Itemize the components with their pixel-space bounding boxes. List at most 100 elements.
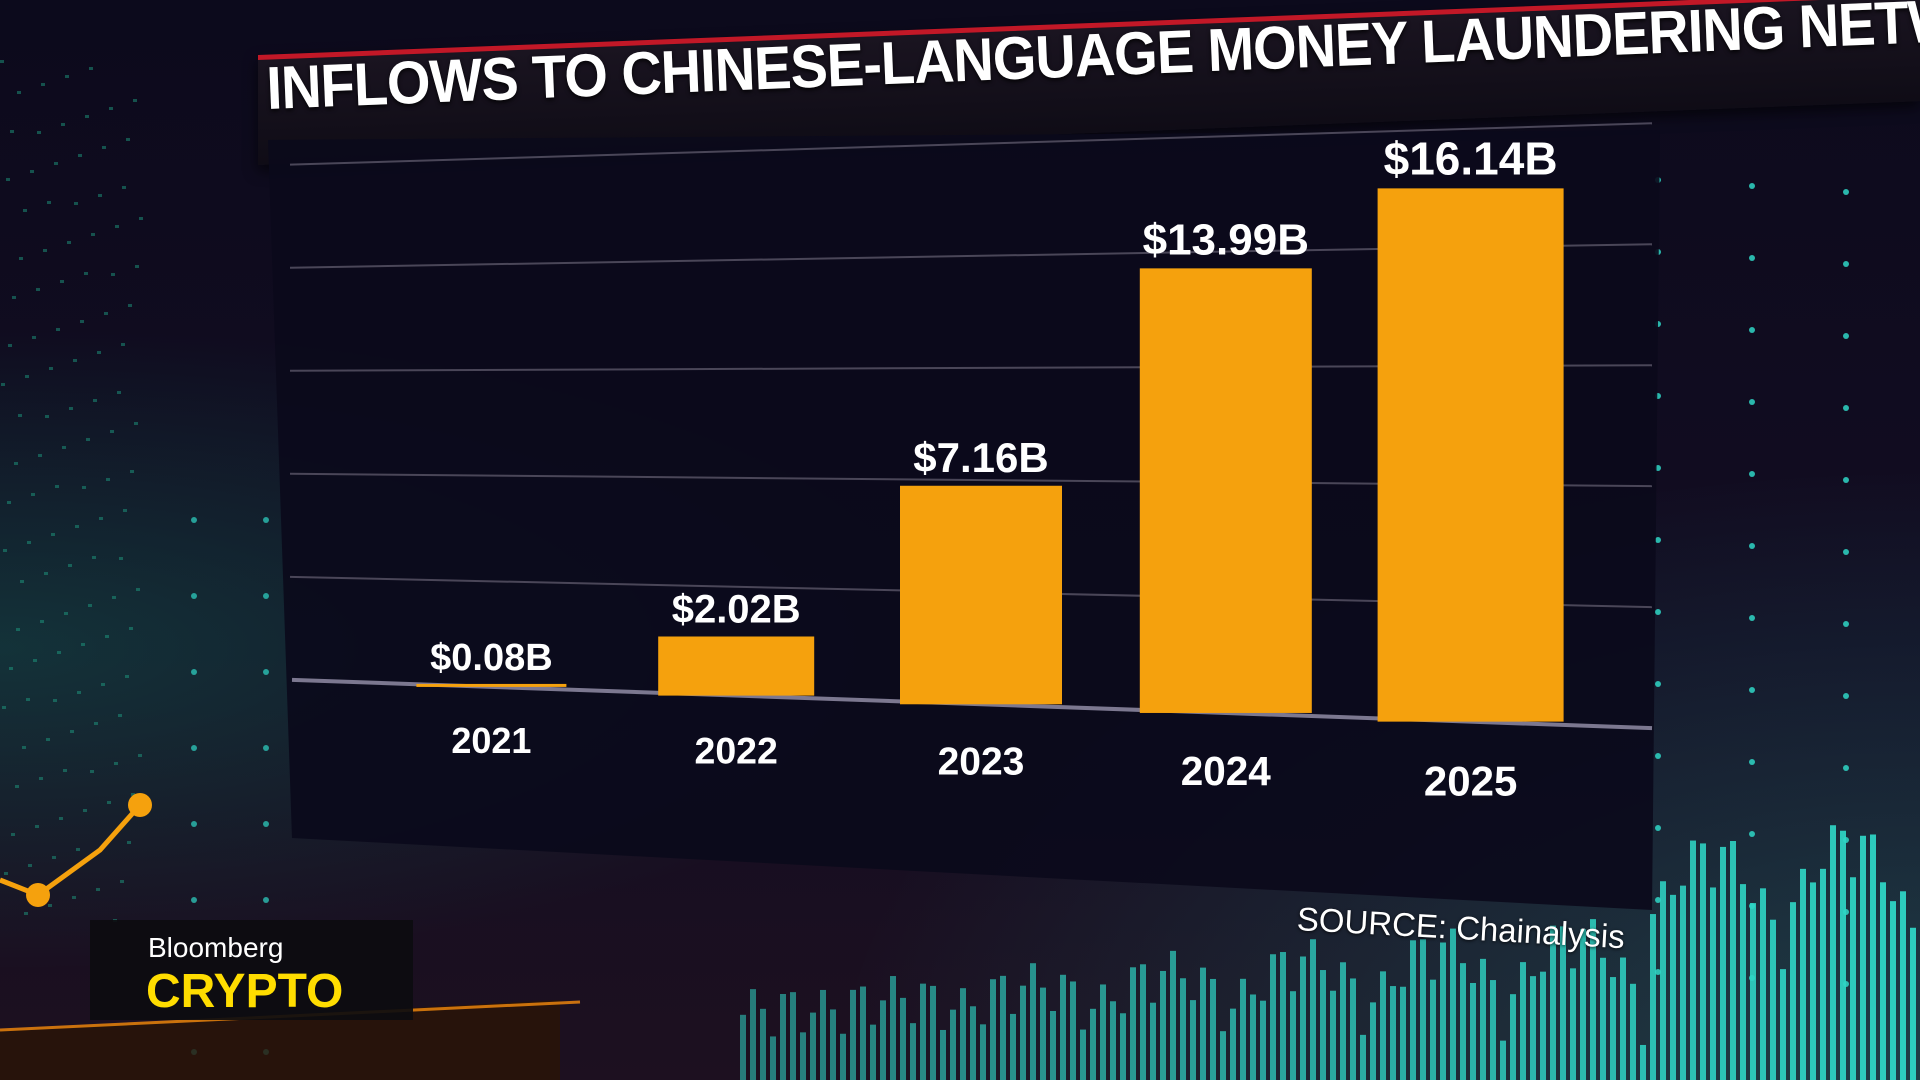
decor-dot: [191, 745, 197, 751]
decor-pixel: [35, 825, 39, 828]
bar-value-label-2024: $13.99B: [1143, 215, 1309, 264]
floor-glow: [0, 1000, 560, 1080]
bar-2025: [1377, 188, 1564, 722]
decor-pixel: [11, 833, 15, 836]
wave-bar: [1700, 843, 1706, 1080]
decor-pixel: [89, 67, 93, 70]
wave-bar: [1890, 901, 1896, 1080]
decor-pixel: [26, 698, 30, 701]
wave-bar: [1500, 1040, 1506, 1080]
decor-pixel: [9, 667, 13, 670]
wave-bar: [1910, 927, 1916, 1080]
wave-bar: [1230, 1008, 1236, 1080]
wave-bar: [980, 1024, 986, 1080]
decor-pixel: [96, 888, 100, 891]
wave-bar: [840, 1033, 846, 1080]
wave-bar: [1120, 1013, 1126, 1080]
decor-pixel: [86, 438, 90, 441]
wave-bar: [1580, 929, 1586, 1080]
decor-pixel: [8, 344, 12, 347]
decor-dot: [191, 821, 197, 827]
wave-bar: [1240, 978, 1246, 1080]
decor-dot: [1655, 825, 1661, 831]
decor-pixel: [19, 257, 23, 260]
wave-bar: [1460, 963, 1466, 1080]
wave-bar: [930, 985, 936, 1080]
decor-pixel: [69, 407, 73, 410]
wave-bar: [1370, 1002, 1376, 1080]
decor-pixel: [65, 75, 69, 78]
wave-bar: [820, 989, 826, 1080]
wave-bar: [1160, 970, 1166, 1080]
decor-pixel: [80, 320, 84, 323]
decor-pixel: [91, 233, 95, 236]
wave-bar: [1210, 978, 1216, 1080]
decor-dot: [1749, 615, 1755, 621]
wave-bar: [1660, 881, 1666, 1080]
decor-pixel: [104, 312, 108, 315]
decor-pixel: [120, 880, 124, 883]
decor-dot: [263, 821, 269, 827]
decor-pixel: [134, 422, 138, 425]
decor-pixel: [10, 130, 14, 133]
wave-bar: [1430, 979, 1436, 1080]
decor-pixel: [85, 115, 89, 118]
wave-bar: [860, 986, 866, 1080]
decor-pixel: [48, 904, 52, 907]
decor-pixel: [133, 99, 137, 102]
decor-dot: [191, 897, 197, 903]
wave-bar: [1390, 986, 1396, 1080]
decor-pixel: [121, 343, 125, 346]
decor-dot: [1749, 759, 1755, 765]
bar-2022: [658, 636, 815, 696]
decor-pixel: [138, 754, 142, 757]
wave-bar: [1090, 1008, 1096, 1080]
wave-bar: [1590, 919, 1596, 1080]
wave-bar: [960, 988, 966, 1080]
decor-pixel: [72, 896, 76, 899]
decor-pixel: [30, 170, 34, 173]
gridline: [289, 122, 1653, 166]
wave-bar: [1730, 841, 1736, 1080]
wave-bar: [990, 979, 996, 1080]
decor-pixel: [83, 809, 87, 812]
decor-pixel: [88, 604, 92, 607]
wave-bar: [920, 983, 926, 1080]
decor-pixel: [70, 730, 74, 733]
category-label-2021: 2021: [451, 720, 531, 761]
decor-trend-line: [0, 803, 142, 898]
decor-pixel: [28, 864, 32, 867]
decor-pixel: [135, 265, 139, 268]
decor-pixel: [109, 107, 113, 110]
wave-bar: [1260, 1000, 1266, 1080]
decor-pixel: [59, 817, 63, 820]
decor-pixel: [129, 627, 133, 630]
wave-bar: [1100, 984, 1106, 1080]
wave-bar: [1140, 964, 1146, 1080]
wave-bar: [910, 1023, 916, 1080]
decor-pixel: [111, 273, 115, 276]
wave-bar: [1670, 894, 1676, 1080]
wave-bar: [1330, 990, 1336, 1080]
decor-pixel: [45, 415, 49, 418]
decor-pixel: [75, 525, 79, 528]
decor-pixel: [101, 683, 105, 686]
category-label-2023: 2023: [938, 740, 1025, 783]
decor-dot: [1749, 327, 1755, 333]
decor-pixel: [64, 612, 68, 615]
wave-bar: [1070, 981, 1076, 1080]
decor-pixel: [7, 501, 11, 504]
decor-dot: [1749, 255, 1755, 261]
wave-bar: [1080, 1029, 1086, 1080]
wave-bar: [1540, 971, 1546, 1080]
decor-pixel: [38, 454, 42, 457]
decor-pixel: [54, 162, 58, 165]
wave-bar: [1710, 887, 1716, 1080]
decor-pixel: [125, 675, 129, 678]
decor-pixel: [78, 154, 82, 157]
wave-bar: [1290, 991, 1296, 1080]
decor-pixel: [117, 391, 121, 394]
decor-pixel: [90, 770, 94, 773]
decor-pixel: [31, 493, 35, 496]
